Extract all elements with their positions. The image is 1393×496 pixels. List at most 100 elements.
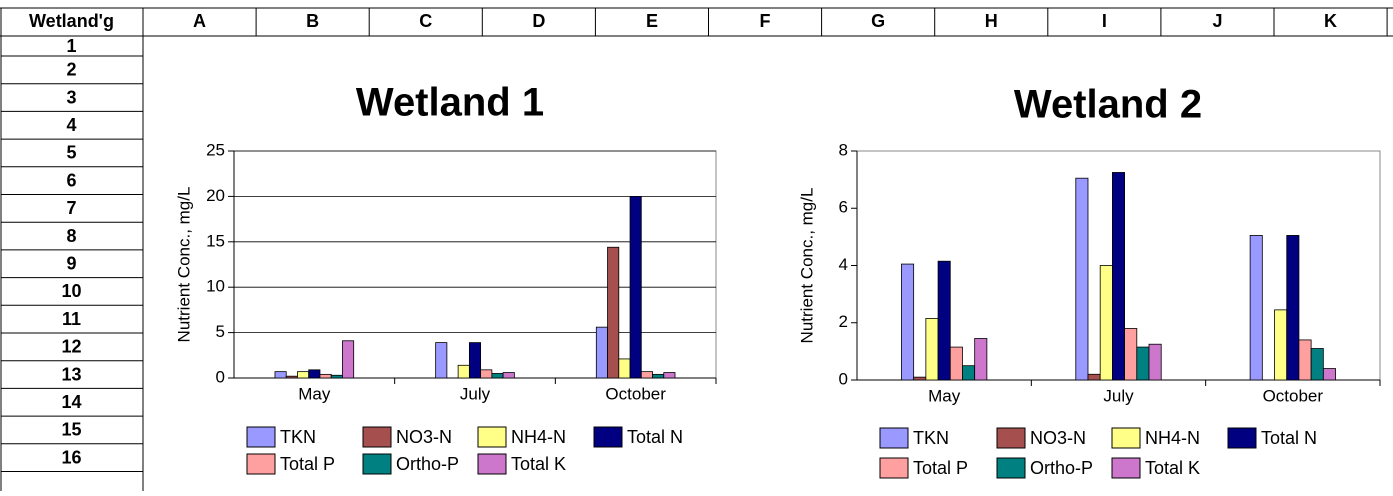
bar xyxy=(1124,328,1138,381)
column-header: I xyxy=(1102,11,1107,31)
bar xyxy=(319,373,332,379)
legend-swatch xyxy=(362,426,392,448)
x-tick-label: July xyxy=(1103,386,1134,405)
bar xyxy=(1249,235,1263,381)
legend-swatch xyxy=(996,427,1026,449)
legend-label: Total P xyxy=(913,458,968,478)
bar xyxy=(297,371,310,379)
bar xyxy=(913,376,927,381)
row-header: 5 xyxy=(66,143,76,163)
bar xyxy=(1075,177,1089,381)
legend-swatch xyxy=(593,426,623,448)
bar xyxy=(618,358,631,379)
x-tick-label: October xyxy=(605,384,666,403)
bar xyxy=(330,374,343,379)
y-axis-label: Nutrient Conc., mg/L xyxy=(797,188,816,344)
bar xyxy=(937,260,951,381)
legend-label: TKN xyxy=(913,428,949,448)
column-header: D xyxy=(532,11,545,31)
x-tick-label: July xyxy=(460,384,491,403)
row-header: 9 xyxy=(66,254,76,274)
y-tick-label: 5 xyxy=(216,322,225,341)
row-header: 10 xyxy=(61,281,81,301)
y-tick-label: 6 xyxy=(839,198,848,217)
bar xyxy=(663,372,676,379)
chart-title: Wetland 2 xyxy=(1014,83,1202,127)
row-header: 4 xyxy=(66,115,76,135)
bar xyxy=(1099,265,1113,381)
legend-label: Total K xyxy=(1145,458,1200,478)
legend-label: Ortho-P xyxy=(396,454,459,474)
row-header: 2 xyxy=(66,60,76,80)
legend-label: Total K xyxy=(511,454,566,474)
bar xyxy=(652,373,665,379)
legend-swatch xyxy=(477,426,507,448)
bar xyxy=(1274,309,1288,381)
bar xyxy=(308,369,321,379)
bar xyxy=(1136,346,1150,381)
y-tick-label: 8 xyxy=(839,140,848,159)
row-header: 1 xyxy=(66,36,76,56)
legend-swatch xyxy=(879,427,909,449)
bar xyxy=(342,340,355,379)
bar xyxy=(640,371,653,379)
corner-label: Wetland'g xyxy=(29,11,114,31)
y-axis-label: Nutrient Conc., mg/L xyxy=(174,187,193,343)
column-header: E xyxy=(646,11,658,31)
bar xyxy=(629,195,642,379)
row-header: 7 xyxy=(66,198,76,218)
legend-label: TKN xyxy=(280,427,316,447)
bar xyxy=(274,371,287,379)
legend-label: NO3-N xyxy=(396,427,452,447)
column-header: B xyxy=(306,11,319,31)
column-header: J xyxy=(1212,11,1222,31)
bar xyxy=(435,342,448,379)
y-tick-label: 0 xyxy=(839,369,848,388)
x-tick-label: May xyxy=(928,386,961,405)
bar xyxy=(1148,343,1162,381)
legend-label: NO3-N xyxy=(1030,428,1086,448)
bar xyxy=(1310,348,1324,381)
legend-swatch xyxy=(1111,427,1141,449)
row-header: 3 xyxy=(66,87,76,107)
chart-title: Wetland 1 xyxy=(356,81,544,125)
x-tick-label: October xyxy=(1263,386,1324,405)
bar xyxy=(1087,373,1101,381)
column-header: H xyxy=(985,11,998,31)
bar xyxy=(480,369,493,379)
bar xyxy=(1286,235,1300,381)
legend-swatch xyxy=(996,457,1026,479)
bar xyxy=(925,318,939,381)
legend-label: Ortho-P xyxy=(1030,458,1093,478)
y-tick-label: 15 xyxy=(206,231,225,250)
column-header: G xyxy=(871,11,885,31)
row-header: 8 xyxy=(66,226,76,246)
legend-swatch xyxy=(362,453,392,475)
bar xyxy=(974,338,988,381)
column-header: F xyxy=(760,11,771,31)
column-header: C xyxy=(419,11,432,31)
row-header: 11 xyxy=(62,309,81,329)
bar xyxy=(1322,368,1336,381)
bar xyxy=(468,342,482,379)
legend-swatch xyxy=(1227,427,1257,449)
bar xyxy=(607,246,620,379)
row-header: 12 xyxy=(61,337,81,357)
bar xyxy=(502,372,515,379)
row-header: 14 xyxy=(61,392,81,412)
bar xyxy=(595,326,608,379)
legend-swatch xyxy=(246,426,276,448)
column-header: A xyxy=(193,11,206,31)
row-header: 6 xyxy=(66,170,76,190)
bar xyxy=(962,365,976,381)
bar xyxy=(491,373,504,379)
legend-label: NH4-N xyxy=(511,427,566,447)
bar xyxy=(901,263,915,381)
y-tick-label: 4 xyxy=(839,255,848,274)
y-tick-label: 2 xyxy=(839,312,848,331)
y-tick-label: 0 xyxy=(216,367,225,386)
y-tick-label: 20 xyxy=(206,186,225,205)
row-header: 13 xyxy=(61,364,81,384)
